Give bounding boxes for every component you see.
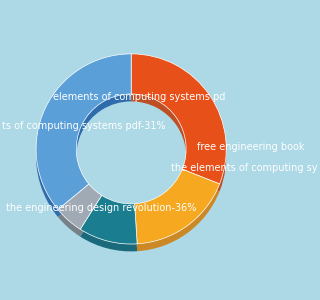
Wedge shape xyxy=(131,61,226,191)
Text: the elements of computing sy: the elements of computing sy xyxy=(171,163,318,173)
Wedge shape xyxy=(58,184,102,229)
Wedge shape xyxy=(58,191,102,237)
Wedge shape xyxy=(131,54,226,184)
Text: free engineering book: free engineering book xyxy=(197,142,304,152)
Text: ts of computing systems pdf-31%: ts of computing systems pdf-31% xyxy=(2,121,165,131)
Text: elements of computing systems pd: elements of computing systems pd xyxy=(53,92,226,102)
Wedge shape xyxy=(135,169,220,244)
Wedge shape xyxy=(36,61,131,217)
Wedge shape xyxy=(36,54,131,210)
Wedge shape xyxy=(80,203,137,251)
Wedge shape xyxy=(135,177,220,251)
Text: the engineering design revolution-36%: the engineering design revolution-36% xyxy=(6,203,197,213)
Wedge shape xyxy=(80,195,137,244)
